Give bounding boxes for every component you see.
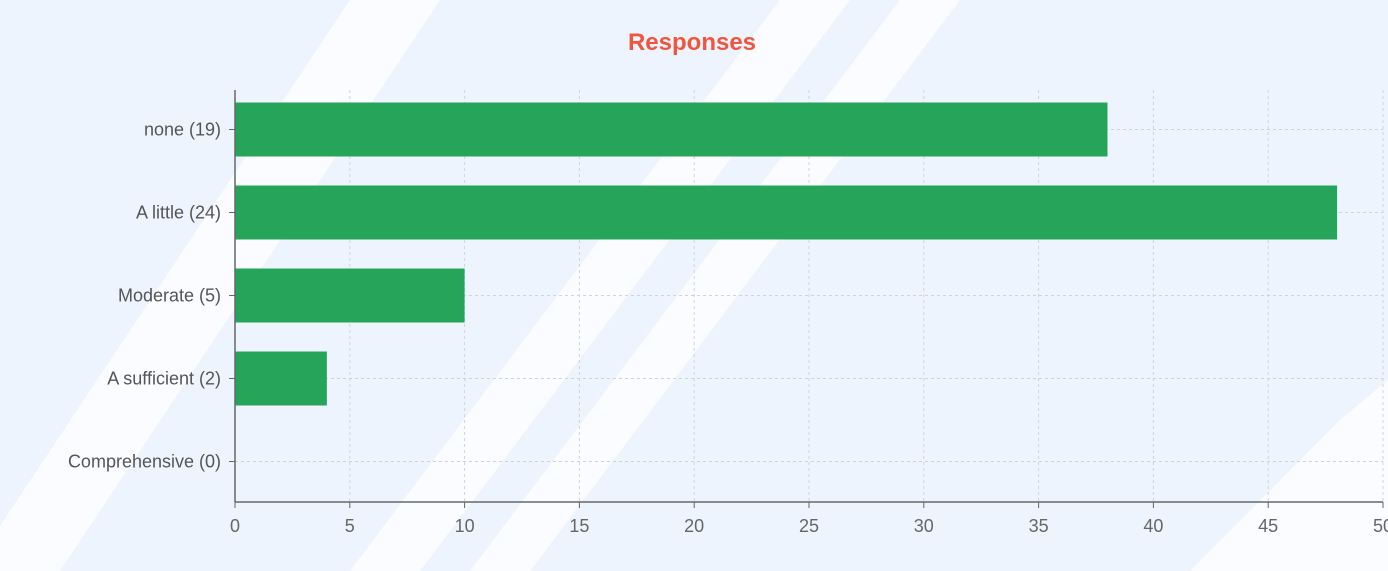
chart-title: Responses — [628, 29, 756, 56]
x-tick-label: 5 — [345, 516, 355, 536]
category-label: A sufficient (2) — [107, 369, 221, 389]
labels: 0 5 10 15 20 25 30 35 40 45 50 none (19) A little (2… — [68, 120, 1388, 537]
gridlines — [235, 90, 1384, 502]
x-tick-label: 10 — [455, 516, 475, 536]
x-tick-label: 0 — [230, 516, 240, 536]
category-label: none (19) — [144, 120, 221, 140]
bars — [235, 102, 1338, 406]
x-tick-label: 35 — [1029, 516, 1049, 536]
category-label: A little (24) — [136, 203, 221, 223]
x-tick-label: 20 — [684, 516, 704, 536]
bar-2 — [235, 268, 465, 323]
x-tick-label: 40 — [1143, 516, 1163, 536]
bar-0 — [235, 102, 1108, 157]
bar-1 — [235, 185, 1338, 240]
x-tick-label: 15 — [569, 516, 589, 536]
bar-3 — [235, 351, 327, 406]
x-tick-label: 25 — [799, 516, 819, 536]
x-tick-label: 50 — [1373, 516, 1388, 536]
background-stripe — [1190, 380, 1388, 571]
category-label: Comprehensive (0) — [68, 452, 221, 472]
x-tick-label: 45 — [1258, 516, 1278, 536]
axes — [229, 90, 1384, 508]
category-label: Moderate (5) — [118, 286, 221, 306]
x-tick-label: 30 — [914, 516, 934, 536]
